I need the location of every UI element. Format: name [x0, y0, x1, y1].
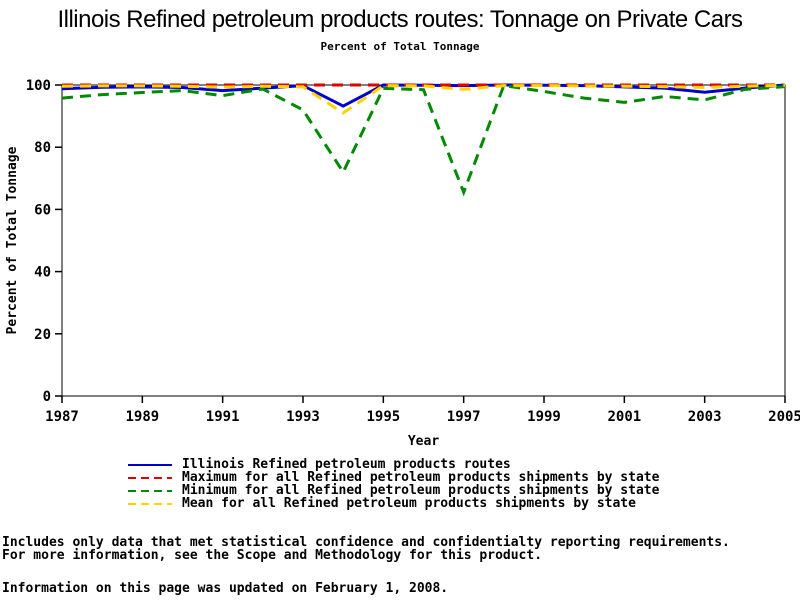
- y-tick-label: 20: [34, 327, 51, 343]
- x-tick-label: 1987: [45, 409, 79, 425]
- series-line-3: [61, 83, 786, 115]
- y-tick-label: 0: [43, 389, 51, 405]
- plot-frame: [61, 84, 786, 397]
- legend-swatch-line: [128, 463, 172, 466]
- x-tick-label: 1997: [447, 409, 481, 425]
- series-line-2: [61, 83, 786, 197]
- x-tick-label: 2001: [607, 409, 641, 425]
- x-tick-label: 1995: [366, 409, 400, 425]
- legend-item: Minimum for all Refined petroleum produc…: [128, 483, 660, 498]
- legend-swatch-line: [128, 476, 172, 479]
- legend-item: Maximum for all Refined petroleum produc…: [128, 470, 660, 485]
- chart-title: Illinois Refined petroleum products rout…: [57, 6, 743, 33]
- legend-label: Illinois Refined petroleum products rout…: [182, 457, 511, 472]
- x-axis-label: Year: [408, 434, 439, 449]
- legend-label: Maximum for all Refined petroleum produc…: [182, 470, 660, 485]
- y-axis-label: Percent of Total Tonnage: [5, 146, 20, 334]
- x-tick-label: 1999: [527, 409, 561, 425]
- y-tick-label: 60: [34, 202, 51, 218]
- legend: Illinois Refined petroleum products rout…: [128, 457, 660, 511]
- footnote-line-2: For more information, see the Scope and …: [2, 548, 543, 563]
- legend-item: Mean for all Refined petroleum products …: [128, 496, 659, 511]
- legend-swatch-line: [128, 489, 172, 492]
- x-tick-label: 1989: [125, 409, 159, 425]
- x-tick-label: 1991: [206, 409, 240, 425]
- x-tick-label: 2003: [688, 409, 722, 425]
- y-tick-label: 80: [34, 140, 51, 156]
- plot-area: 0 20 40 60 80 100 1987 1989 1991 1993 1995 1997 1999…: [5, 78, 800, 449]
- legend-label: Minimum for all Refined petroleum produc…: [182, 483, 660, 498]
- x-tick-label: 2005: [768, 409, 800, 425]
- legend-swatch-line: [128, 502, 172, 505]
- legend-item: Illinois Refined petroleum products rout…: [128, 457, 659, 472]
- y-tick-label: 100: [26, 78, 51, 94]
- x-tick-label: 1993: [286, 409, 320, 425]
- y-tick-label: 40: [34, 265, 51, 281]
- footnote-line-1: Includes only data that met statistical …: [2, 535, 730, 550]
- chart-subtitle: Percent of Total Tonnage: [320, 40, 480, 53]
- footnotes: Includes only data that met statistical …: [2, 536, 798, 562]
- legend-label: Mean for all Refined petroleum products …: [182, 496, 636, 511]
- updated-note: Information on this page was updated on …: [2, 581, 449, 596]
